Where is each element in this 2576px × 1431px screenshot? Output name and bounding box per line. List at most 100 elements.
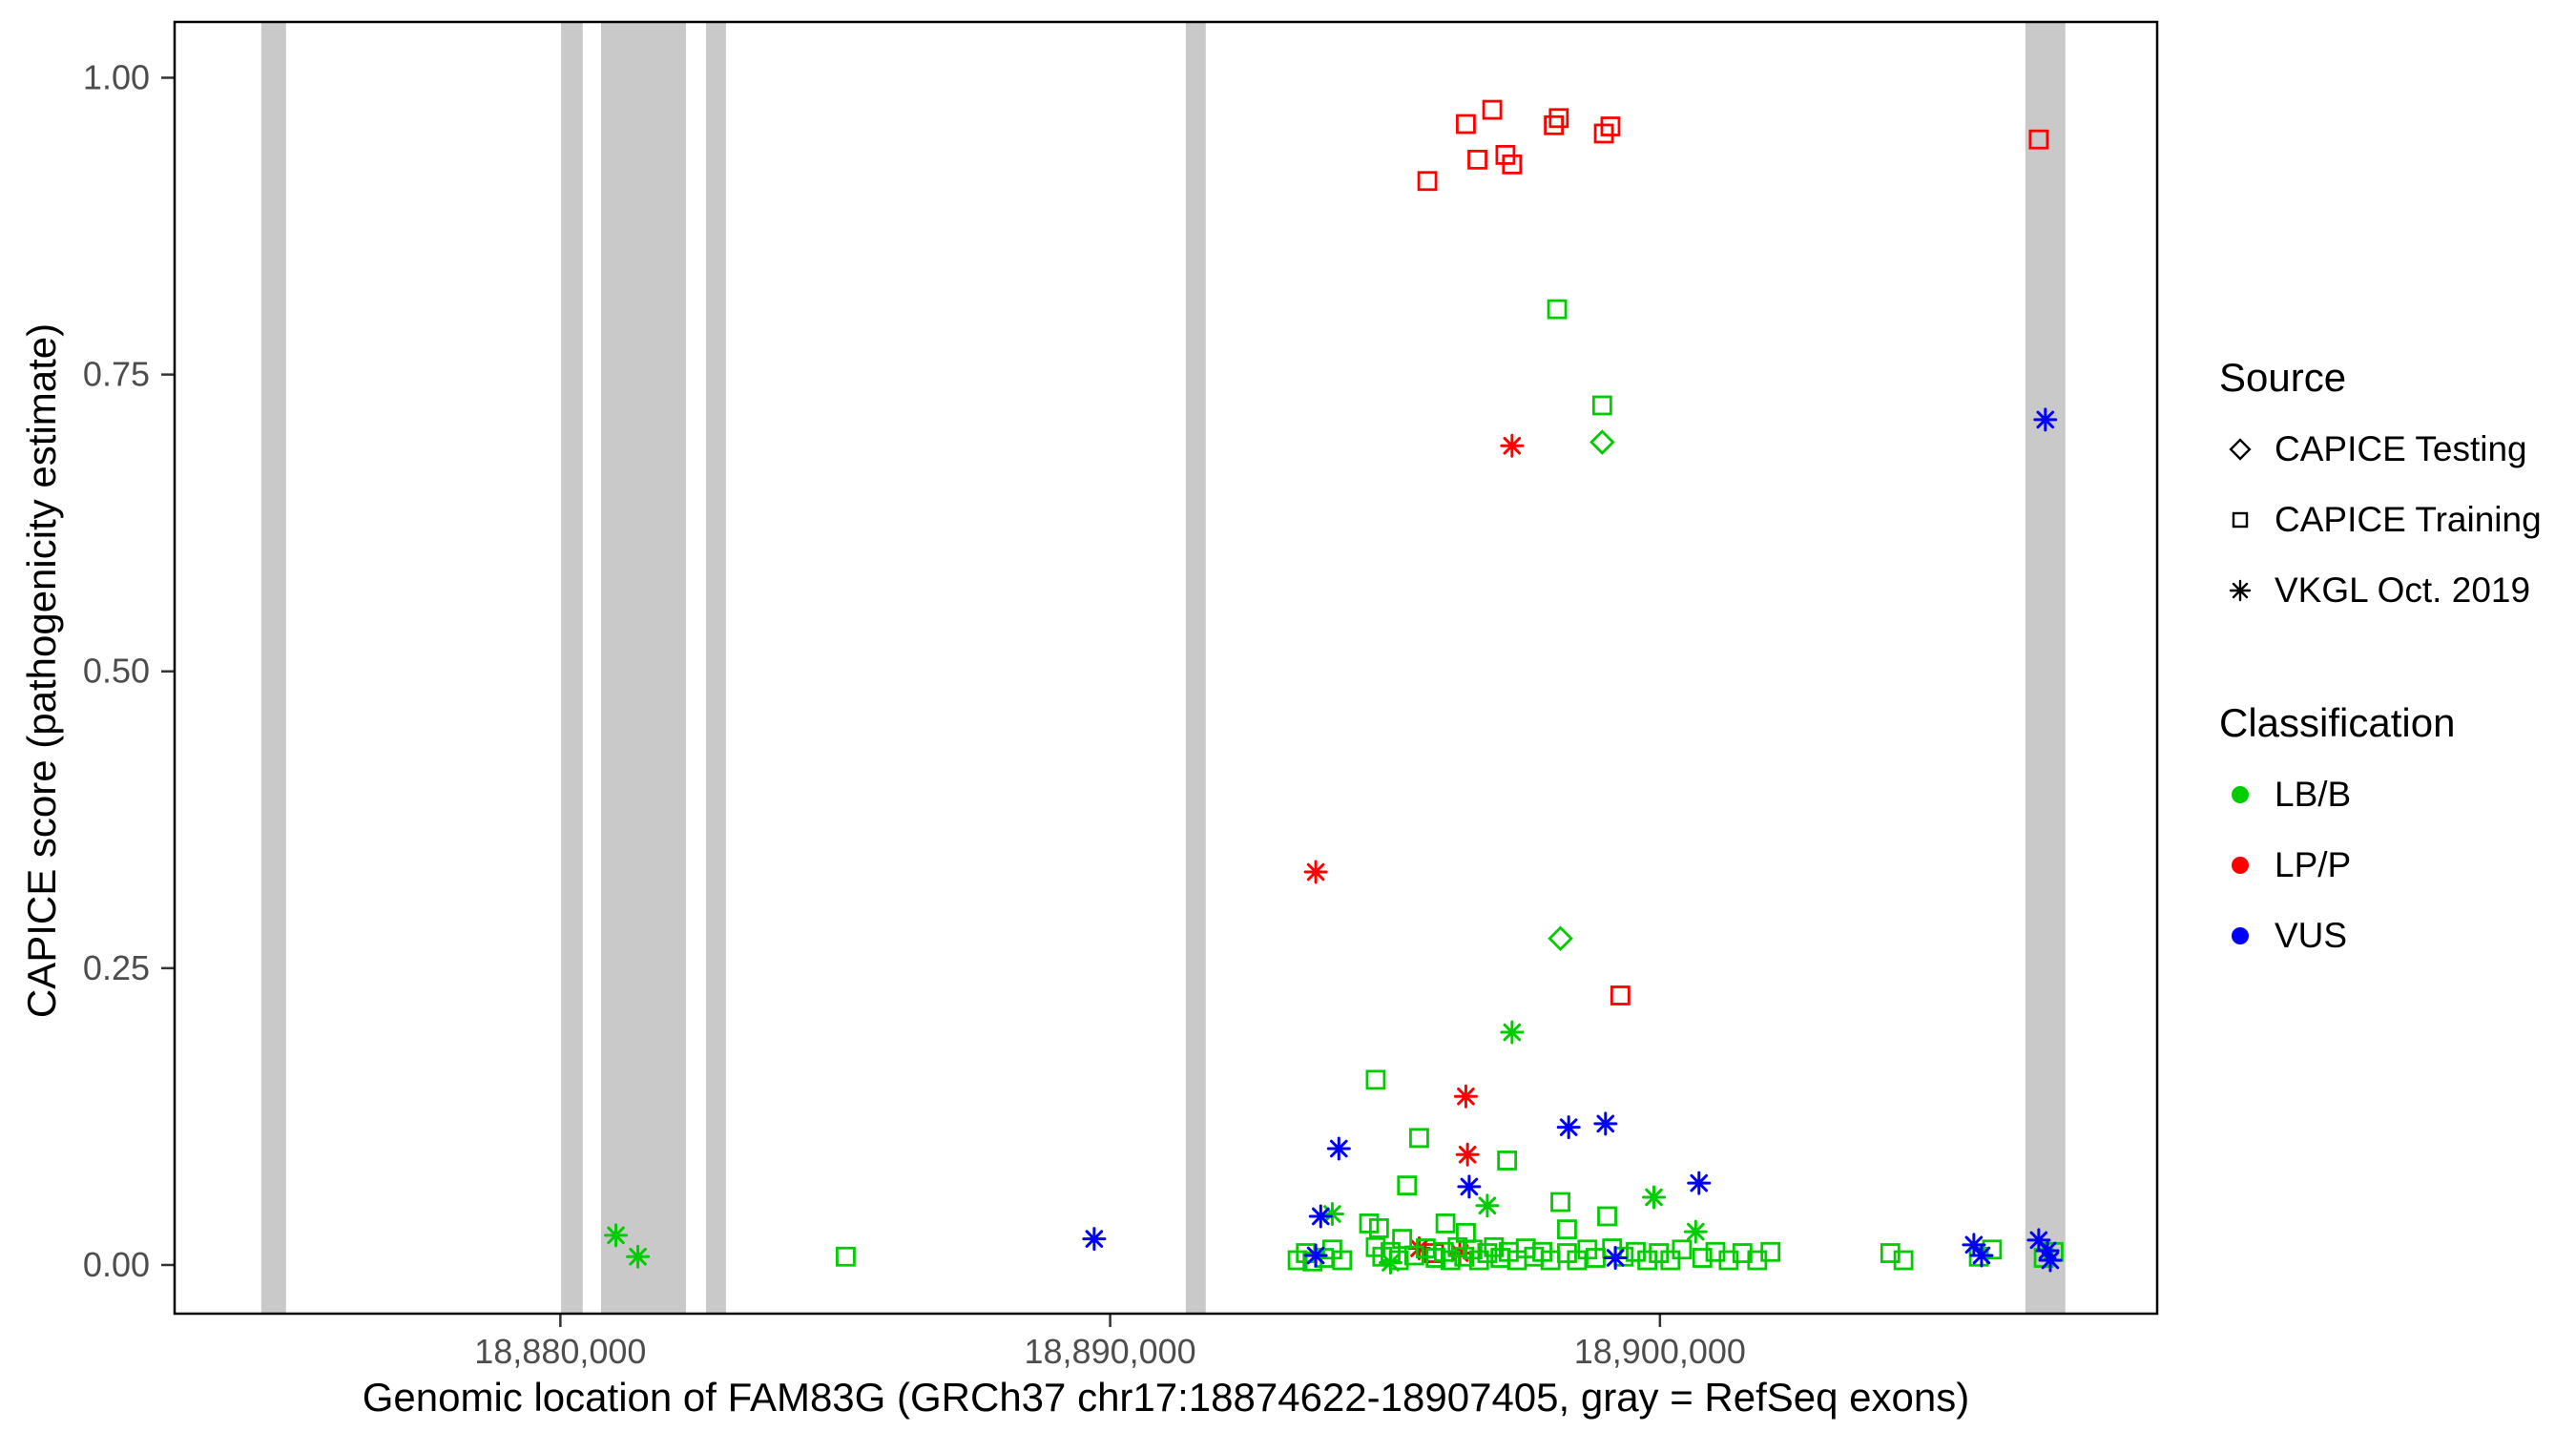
panel-border <box>173 20 2159 1316</box>
legend-block-classification: Classification LB/B LP/P <box>2219 700 2572 971</box>
data-point <box>1368 1217 1389 1238</box>
data-point <box>1319 1201 1344 1226</box>
data-point <box>1455 1142 1480 1167</box>
data-point <box>1477 1243 1498 1263</box>
data-point <box>1567 1250 1588 1271</box>
legend-block-source: Source CAPICE Testing CAPICE Training <box>2219 355 2572 626</box>
data-point <box>1597 1206 1617 1227</box>
refseq-exon-band <box>561 22 583 1314</box>
data-point <box>604 1223 629 1248</box>
refseq-exon-band <box>2025 22 2066 1314</box>
data-point <box>1591 395 1612 416</box>
data-point <box>2028 129 2049 150</box>
legend-source-title: Source <box>2219 355 2347 400</box>
refseq-exon-band <box>705 22 726 1314</box>
legend-item-lpp: LP/P <box>2219 830 2572 901</box>
legend-item-vkgl: VKGL Oct. 2019 <box>2219 555 2572 626</box>
asterisk-icon <box>2229 579 2252 602</box>
legend-label-capice-training: CAPICE Training <box>2275 500 2542 539</box>
data-point <box>1683 1219 1708 1244</box>
data-point <box>1303 860 1328 884</box>
data-point <box>1475 1193 1500 1218</box>
data-point <box>1760 1241 1781 1262</box>
data-point <box>1332 1250 1353 1271</box>
x-axis-title: Genomic location of FAM83G (GRCh37 chr17… <box>362 1375 1970 1420</box>
refseq-exon-band <box>260 22 286 1314</box>
data-point <box>1969 1243 1994 1268</box>
data-point <box>1649 1243 1670 1263</box>
refseq-exon-band <box>600 22 687 1314</box>
data-point <box>1403 1245 1424 1266</box>
data-point <box>1378 1250 1402 1275</box>
legend-classification-title: Classification <box>2219 700 2456 745</box>
data-point <box>1303 1243 1328 1268</box>
data-point <box>1417 171 1438 192</box>
data-point <box>1392 1229 1412 1249</box>
legend-item-capice-testing: CAPICE Testing <box>2219 414 2572 485</box>
data-point <box>1548 108 1569 129</box>
data-point <box>1548 925 1573 952</box>
y-tick-label: 0.50 <box>83 652 150 691</box>
legend: Source CAPICE Testing CAPICE Training <box>2219 355 2572 971</box>
data-point <box>1660 1250 1681 1271</box>
data-point <box>1642 1185 1666 1210</box>
data-point <box>1326 1136 1351 1161</box>
data-point <box>1732 1243 1753 1263</box>
legend-item-lbb: LB/B <box>2219 759 2572 830</box>
vus-color-dot-icon <box>2232 927 2249 944</box>
x-tick-label: 18,890,000 <box>1025 1332 1196 1371</box>
refseq-exon-band <box>1185 22 1206 1314</box>
data-point <box>1718 1250 1739 1271</box>
legend-label-lpp: LP/P <box>2275 845 2352 884</box>
legend-label-vus: VUS <box>2275 916 2348 955</box>
legend-label-vkgl: VKGL Oct. 2019 <box>2275 570 2531 610</box>
diamond-icon <box>2229 438 2252 461</box>
data-point <box>1500 1020 1525 1045</box>
legend-label-capice-testing: CAPICE Testing <box>2275 429 2527 468</box>
data-point <box>1893 1250 1914 1271</box>
data-point <box>1637 1250 1657 1271</box>
data-point <box>1982 1239 2003 1260</box>
data-point <box>1610 985 1631 1006</box>
data-point <box>626 1244 651 1269</box>
data-point <box>1457 1174 1482 1199</box>
data-point <box>1406 1236 1431 1261</box>
data-point <box>1397 1175 1418 1195</box>
data-point <box>1467 149 1487 170</box>
lpp-color-dot-icon <box>2232 857 2249 874</box>
data-point <box>1440 1250 1461 1271</box>
data-point <box>1082 1227 1107 1252</box>
data-point <box>1500 433 1525 458</box>
data-point <box>1600 116 1621 136</box>
legend-item-capice-training: CAPICE Training <box>2219 485 2572 555</box>
square-icon <box>2232 511 2249 529</box>
data-point <box>836 1246 856 1267</box>
data-point <box>1547 299 1568 320</box>
data-point <box>1482 99 1503 120</box>
data-point <box>1308 1204 1333 1229</box>
data-point <box>1435 1213 1456 1234</box>
data-point <box>2038 1248 2063 1273</box>
data-point <box>1502 154 1523 175</box>
y-tick-label: 0.75 <box>83 355 150 394</box>
data-point <box>1589 429 1615 455</box>
lbb-color-dot-icon <box>2232 786 2249 803</box>
data-point <box>1409 1128 1429 1149</box>
data-point <box>2026 1228 2051 1253</box>
data-point <box>1557 1219 1577 1240</box>
data-point <box>1593 1111 1618 1136</box>
y-axis-title: CAPICE score (pathogenicity estimate) <box>19 322 64 1019</box>
data-point <box>1672 1239 1693 1260</box>
x-tick-label: 18,880,000 <box>474 1332 646 1371</box>
data-point <box>1462 1239 1483 1260</box>
data-point <box>1365 1069 1386 1090</box>
y-tick-label: 1.00 <box>83 57 150 96</box>
data-point <box>1456 114 1476 135</box>
legend-item-vus: VUS <box>2219 901 2572 971</box>
legend-label-lbb: LB/B <box>2275 775 2352 814</box>
data-point <box>1556 1115 1581 1140</box>
data-point <box>1880 1243 1901 1263</box>
y-tick-label: 0.00 <box>83 1245 150 1284</box>
